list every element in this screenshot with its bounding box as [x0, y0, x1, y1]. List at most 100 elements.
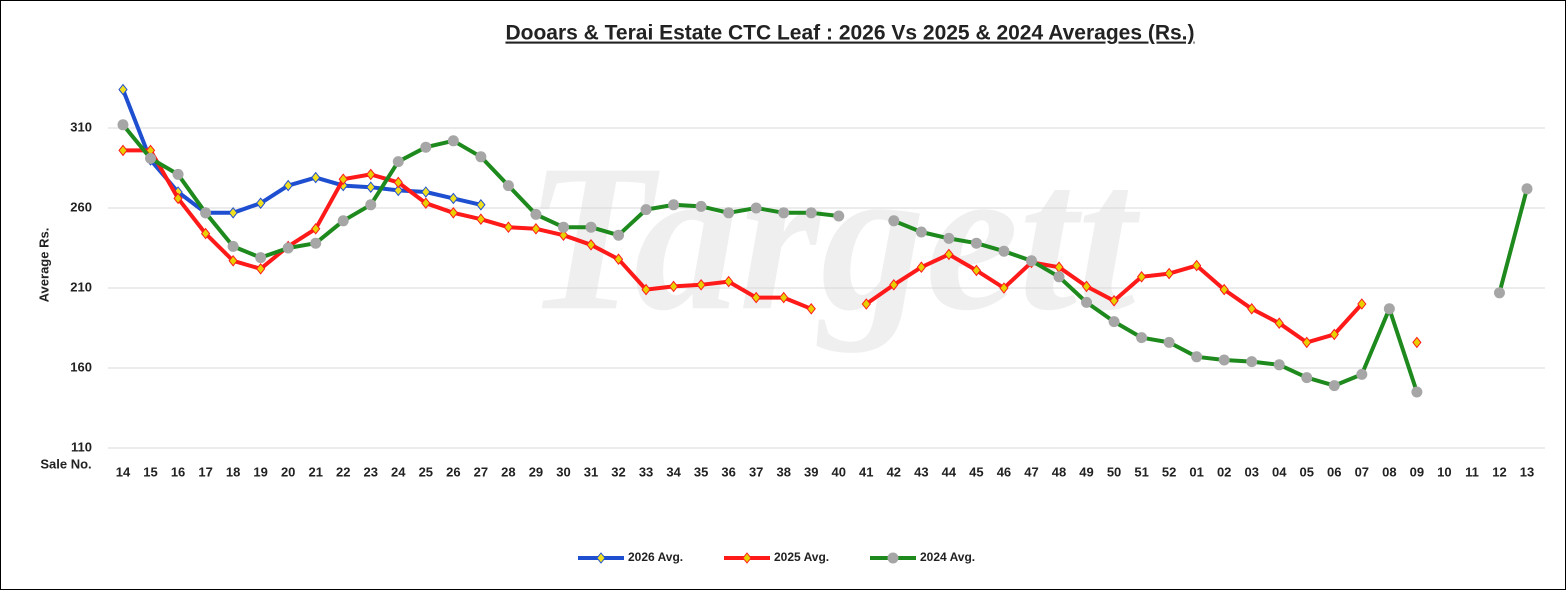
x-tick-label: 36	[721, 464, 735, 479]
x-tick-label: 20	[281, 464, 295, 479]
legend-marker	[596, 552, 606, 564]
x-tick-label: 45	[969, 464, 983, 479]
watermark: Targett	[525, 122, 1141, 354]
x-tick-label: 29	[529, 464, 543, 479]
x-axis-label: Sale No.	[40, 456, 91, 471]
marker	[228, 206, 238, 219]
legend-label: 2025 Avg.	[774, 550, 829, 564]
y-tick-label: 160	[70, 359, 92, 374]
x-tick-label: 41	[859, 464, 873, 479]
x-tick-label: 12	[1492, 464, 1506, 479]
marker	[1493, 287, 1505, 299]
x-tick-label: 49	[1079, 464, 1093, 479]
x-tick-label: 09	[1410, 464, 1424, 479]
x-tick-label: 39	[804, 464, 818, 479]
series-line	[1497, 188, 1529, 294]
x-tick-label: 34	[666, 464, 681, 479]
x-tick-label: 03	[1244, 464, 1258, 479]
marker	[971, 264, 982, 277]
x-tick-label: 37	[749, 464, 763, 479]
x-tick-label: 30	[556, 464, 570, 479]
marker	[1521, 183, 1533, 195]
x-tick-label: 11	[1465, 464, 1479, 479]
marker	[448, 192, 458, 205]
x-tick-label: 08	[1382, 464, 1396, 479]
marker	[393, 184, 403, 197]
series-line	[123, 148, 812, 311]
marker	[421, 197, 431, 210]
marker	[503, 221, 514, 234]
marker	[256, 197, 266, 210]
marker	[420, 141, 432, 153]
x-tick-label: 17	[198, 464, 212, 479]
y-axis-label: Average Rs.	[36, 228, 51, 303]
x-tick-label: 48	[1052, 464, 1066, 479]
marker	[118, 144, 128, 157]
x-tick-label: 44	[942, 464, 957, 479]
x-tick-label: 01	[1189, 464, 1203, 479]
x-tick-label: 06	[1327, 464, 1341, 479]
series-line	[121, 88, 482, 215]
marker	[1164, 267, 1174, 280]
marker	[1191, 351, 1203, 363]
x-tick-label: 51	[1134, 464, 1148, 479]
marker	[613, 253, 624, 266]
marker	[448, 206, 458, 219]
marker	[696, 278, 706, 291]
x-tick-label: 13	[1520, 464, 1534, 479]
marker	[1108, 316, 1120, 328]
y-tick-label: 260	[70, 199, 92, 214]
marker	[668, 199, 680, 211]
marker	[695, 200, 707, 212]
marker	[117, 119, 129, 131]
x-tick-label: 35	[694, 464, 708, 479]
marker	[1025, 255, 1037, 267]
y-tick-label: 210	[70, 279, 92, 294]
marker	[530, 208, 542, 220]
marker	[1412, 336, 1422, 349]
x-tick-label: 18	[226, 464, 240, 479]
x-tick-label: 32	[611, 464, 625, 479]
x-tick-label: 16	[171, 464, 185, 479]
x-tick-label: 23	[364, 464, 378, 479]
marker	[282, 242, 294, 254]
x-tick-label: 19	[253, 464, 267, 479]
marker	[1329, 328, 1339, 341]
marker	[392, 156, 404, 168]
marker	[861, 298, 871, 310]
marker	[145, 152, 157, 164]
marker	[1383, 303, 1395, 315]
marker	[557, 221, 569, 233]
x-tick-label: 15	[143, 464, 157, 479]
marker	[200, 207, 212, 219]
x-tick-label: 38	[776, 464, 790, 479]
chart-title: Dooars & Terai Estate CTC Leaf : 2026 Vs…	[505, 22, 1194, 45]
x-tick-label: 07	[1355, 464, 1369, 479]
marker	[1053, 271, 1065, 283]
x-tick-label: 42	[887, 464, 901, 479]
x-tick-label: 26	[446, 464, 460, 479]
x-tick-label: 04	[1272, 464, 1287, 479]
marker	[1247, 302, 1257, 315]
marker	[998, 245, 1010, 257]
x-tick-label: 21	[308, 464, 322, 479]
marker	[1136, 270, 1147, 283]
marker	[779, 291, 789, 304]
marker	[476, 213, 486, 226]
marker	[366, 181, 376, 194]
marker	[970, 237, 982, 249]
marker	[1081, 296, 1093, 308]
x-tick-label: 31	[584, 464, 598, 479]
x-tick-label: 02	[1217, 464, 1231, 479]
y-tick-label: 310	[70, 119, 92, 134]
marker	[640, 204, 652, 216]
marker	[1192, 259, 1202, 272]
marker	[1219, 283, 1229, 296]
x-tick-label: 14	[116, 464, 131, 479]
marker	[173, 192, 183, 205]
x-tick-label: 33	[639, 464, 653, 479]
marker	[915, 226, 927, 238]
x-tick-label: 05	[1300, 464, 1314, 479]
marker	[1136, 332, 1148, 344]
